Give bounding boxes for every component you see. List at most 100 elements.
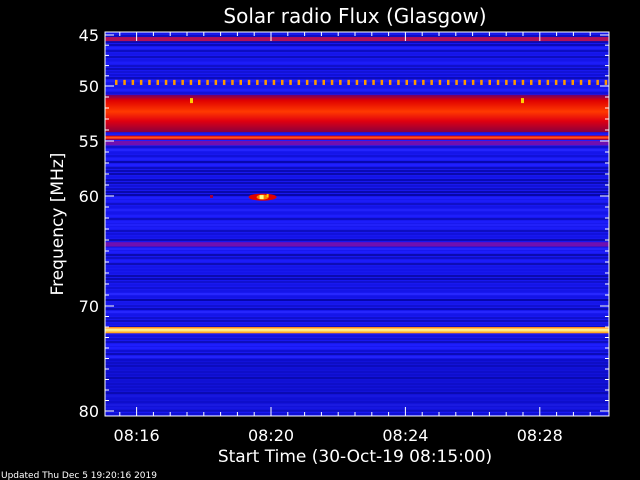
plot-area xyxy=(105,32,609,416)
x-tick-label: 08:20 xyxy=(248,426,294,445)
emission-dot xyxy=(372,79,375,85)
background-stripe xyxy=(105,92,609,94)
background-stripe xyxy=(105,386,609,388)
y-tick-label: 60 xyxy=(79,187,99,206)
emission-dot xyxy=(214,79,218,85)
background-stripe xyxy=(105,89,609,91)
background-stripe xyxy=(105,149,609,151)
emission-dot xyxy=(563,79,566,85)
emission-dot xyxy=(330,79,334,85)
axes-frame xyxy=(104,31,610,417)
emission-dot xyxy=(347,79,350,85)
background-stripe xyxy=(105,233,609,235)
background-stripe xyxy=(105,275,609,277)
background-stripe xyxy=(105,62,609,64)
background-stripe xyxy=(105,320,609,322)
background-stripe xyxy=(105,284,609,286)
background-stripe xyxy=(105,266,609,268)
background-stripe xyxy=(105,368,609,370)
emission-bands xyxy=(105,37,609,334)
background-stripe xyxy=(105,341,609,343)
background-stripe xyxy=(105,377,609,379)
x-tick-label: 08:24 xyxy=(382,426,428,445)
background-stripe xyxy=(105,155,609,157)
background-stripe xyxy=(105,218,609,220)
background-stripe xyxy=(105,374,609,376)
background-stripe xyxy=(105,317,609,319)
y-tick-label: 50 xyxy=(79,77,99,96)
burst-core xyxy=(266,194,269,198)
emission-dot xyxy=(355,79,359,85)
background-stripe xyxy=(105,350,609,352)
background-stripe xyxy=(105,215,609,217)
emission-dot xyxy=(206,79,209,85)
y-axis-label: Frequency [MHz] xyxy=(48,153,68,296)
background-stripe xyxy=(105,185,609,187)
background-stripe xyxy=(105,251,609,253)
background-stripe xyxy=(105,50,609,52)
background-stripe xyxy=(105,287,609,289)
emission-dot xyxy=(546,79,550,85)
background-stripe xyxy=(105,224,609,226)
emission-dot xyxy=(322,79,325,85)
emission-dot xyxy=(596,79,599,85)
emission-dot xyxy=(272,79,276,85)
background-stripe xyxy=(105,47,609,49)
background-stripe xyxy=(105,200,609,202)
background-stripe xyxy=(105,59,609,61)
background-stripe xyxy=(105,413,609,415)
emission-dot xyxy=(256,79,259,85)
emission-dot xyxy=(505,79,508,85)
emission-dot xyxy=(538,79,541,85)
emission-band xyxy=(105,141,609,146)
emission-dot xyxy=(139,79,143,85)
background-stripe xyxy=(105,335,609,337)
emission-dot xyxy=(305,79,309,85)
emission-dot xyxy=(297,79,301,85)
background-stripe xyxy=(105,380,609,382)
background-stripe xyxy=(105,358,609,411)
background-stripe xyxy=(105,188,609,190)
emission-dot xyxy=(471,79,475,85)
emission-dot xyxy=(164,79,168,85)
background-stripe xyxy=(105,365,609,367)
emission-dot xyxy=(588,79,591,85)
background-stripe xyxy=(105,407,609,409)
background-stripe xyxy=(105,281,609,283)
emission-dot xyxy=(281,79,284,85)
emission-dot xyxy=(480,79,483,85)
emission-dot xyxy=(422,79,425,85)
emission-dot xyxy=(189,79,193,85)
background-stripe xyxy=(105,179,609,181)
background-stripe xyxy=(105,146,609,148)
background-stripe xyxy=(105,260,609,262)
background-stripe xyxy=(105,398,609,400)
background-stripe xyxy=(105,176,609,178)
y-tick-label: 55 xyxy=(79,132,99,151)
y-tick-label: 80 xyxy=(79,402,99,421)
background-stripe xyxy=(105,392,609,394)
burst-core xyxy=(210,195,213,198)
update-timestamp: Updated Thu Dec 5 19:20:16 2019 xyxy=(1,471,157,480)
background-stripe xyxy=(105,41,609,43)
x-axis-ticks: 08:16 08:20 08:24 08:28 xyxy=(114,32,591,445)
emission-dot xyxy=(364,79,367,85)
emission-dot xyxy=(455,79,458,85)
background-stripe xyxy=(105,32,609,34)
background-stripe xyxy=(105,221,609,223)
background-stripe xyxy=(105,389,609,391)
emission-dot xyxy=(521,98,524,104)
emission-dot xyxy=(231,79,234,85)
background-stripe xyxy=(105,401,609,403)
background-stripe xyxy=(105,134,609,136)
background-stripe xyxy=(105,53,609,55)
background-stripe xyxy=(105,212,609,214)
background-stripe xyxy=(105,71,609,73)
background-stripe xyxy=(105,74,609,76)
background-stripe xyxy=(105,239,609,241)
background-stripe xyxy=(105,77,609,79)
emission-dot xyxy=(554,79,558,85)
background-stripe xyxy=(105,293,609,295)
emission-dot xyxy=(339,79,342,85)
emission-dot xyxy=(438,79,442,85)
